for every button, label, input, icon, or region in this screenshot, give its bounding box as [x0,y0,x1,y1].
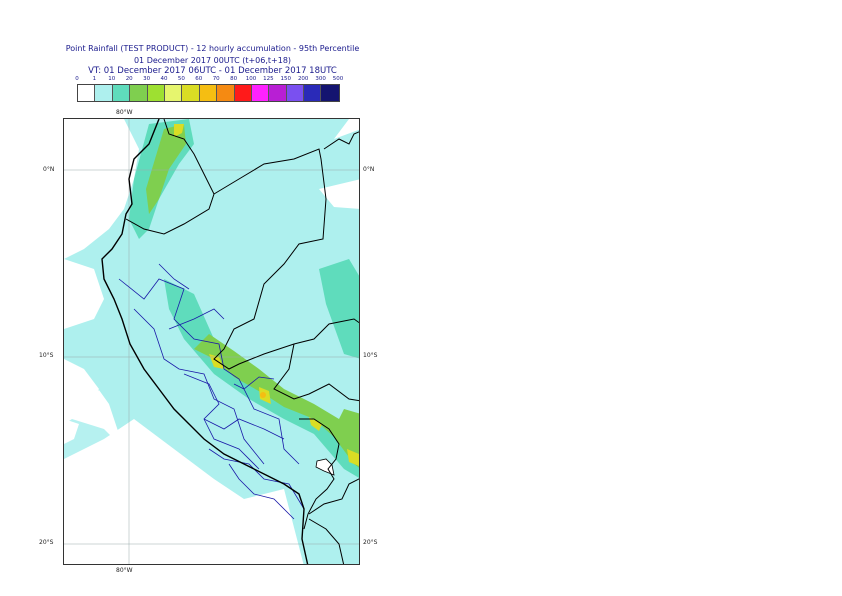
legend-swatch [304,85,322,101]
graticule [64,119,359,564]
lat-label-left-10: 10°S [39,352,54,359]
lat-label-right-0: 0°N [363,166,375,173]
legend-threshold-label: 1 [92,76,97,82]
legend-threshold-label: 10 [108,76,116,82]
rainfall-map [63,118,360,565]
legend-swatch [147,85,165,101]
lon-label-top: 80°W [116,109,133,116]
legend-threshold-label: 0 [75,76,79,82]
legend-swatch [321,85,339,101]
lon-label-bottom: 80°W [116,567,133,574]
legend-threshold-label: 125 [263,76,274,82]
legend-threshold-label: 150 [280,76,292,82]
validity-time: VT: 01 December 2017 06UTC - 01 December… [88,66,337,76]
rainfall-20-40mm [146,124,359,468]
run-time: 01 December 2017 00UTC (t+06,t+18) [133,56,292,65]
map-canvas [64,119,359,564]
lat-label-left-0: 0°N [43,166,55,173]
national-borders [125,119,359,564]
legend-threshold-label: 50 [177,76,185,82]
coastline [101,119,309,564]
legend-threshold-label: 100 [245,76,257,82]
lat-label-right-20: 20°S [363,539,378,546]
rainfall-60-80mm [260,392,266,398]
legend-swatch [251,85,270,101]
legend-swatch [78,85,96,101]
legend-threshold-label: 20 [125,76,133,82]
legend-threshold-label: 80 [230,76,238,82]
lat-label-left-20: 20°S [39,539,54,546]
legend-threshold-label: 70 [212,76,220,82]
legend-swatch [217,85,235,101]
legend-threshold-label: 60 [195,76,203,82]
legend-threshold-label: 500 [332,76,344,82]
lat-label-right-10: 10°S [363,352,378,359]
regional-boundaries [118,263,305,520]
legend-threshold-label: 30 [143,76,151,82]
legend-threshold-label: 40 [160,76,168,82]
legend-swatch [164,85,183,101]
legend-swatch [234,85,252,101]
legend-swatch [286,85,305,101]
map-title: Point Rainfall (TEST PRODUCT) - 12 hourl… [65,44,360,53]
legend-threshold-label: 200 [297,76,309,82]
legend-swatch [199,85,218,101]
legend-threshold-label: 300 [315,76,326,82]
legend-swatch [112,85,131,101]
color-scale-legend [77,84,340,102]
legend-swatch [130,85,148,101]
legend-swatch [269,85,287,101]
no-rain-areas [64,119,359,564]
legend-swatch [182,85,200,101]
legend-swatch [95,85,113,101]
